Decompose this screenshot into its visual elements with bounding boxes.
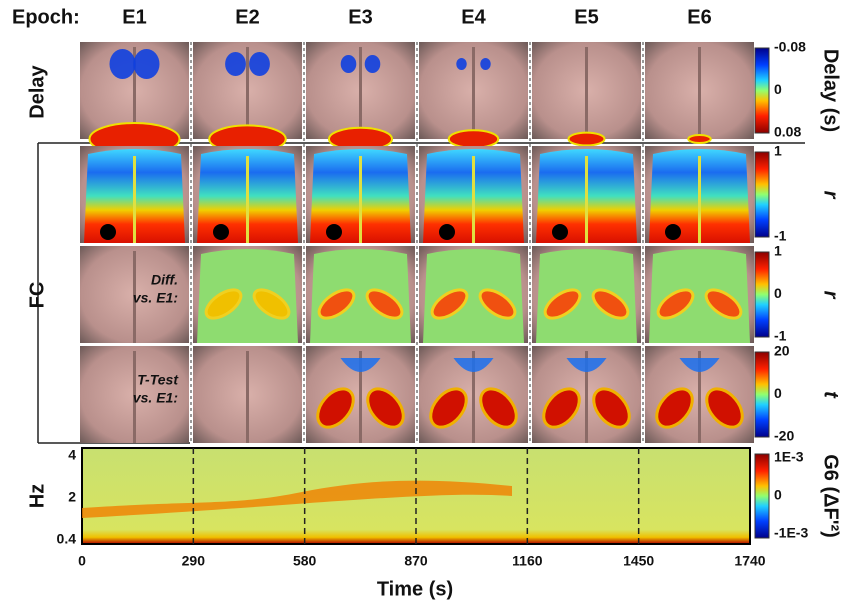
epoch-label: Epoch: — [12, 6, 80, 28]
blob — [478, 288, 517, 320]
epoch-header: E3 — [348, 6, 372, 28]
colorbar-label: G6 (ΔF'²) — [820, 454, 842, 538]
fc-map — [649, 249, 750, 343]
colorbar-label: Delay (s) — [820, 49, 842, 132]
blob — [429, 387, 468, 429]
x-tick-label: 0 — [78, 553, 86, 569]
colorbar — [754, 351, 770, 438]
blob — [225, 52, 246, 76]
colorbar-tick: -20 — [774, 428, 794, 444]
blob — [687, 134, 712, 144]
seed — [326, 224, 342, 240]
y-tick-label: 0.4 — [57, 531, 77, 547]
colorbar-tick: -1 — [774, 328, 787, 344]
fc-map — [197, 249, 298, 343]
blob — [109, 49, 136, 79]
colorbar-label: r — [820, 291, 842, 300]
fc-map — [310, 249, 411, 343]
row-label: FC — [26, 282, 48, 309]
blob — [543, 288, 582, 320]
blob — [655, 387, 694, 429]
colorbar-tick: -1E-3 — [774, 525, 808, 541]
blob — [365, 288, 404, 320]
x-tick-label: 1450 — [623, 553, 654, 569]
blob — [340, 55, 357, 73]
blob — [679, 358, 720, 372]
colorbar — [754, 453, 770, 539]
colorbar — [754, 251, 770, 338]
epoch-header: E4 — [461, 6, 486, 28]
x-tick-label: 870 — [404, 553, 428, 569]
blob — [456, 58, 467, 70]
colorbar-tick: 0 — [774, 385, 782, 401]
row-annotation: T-Test — [137, 372, 179, 388]
epoch-header: E6 — [687, 6, 711, 28]
blob — [133, 49, 160, 79]
colorbar — [754, 151, 770, 238]
colorbar-tick: 0 — [774, 285, 782, 301]
x-tick-label: 1740 — [734, 553, 765, 569]
colorbar-label: t — [820, 391, 842, 399]
colorbar-label: r — [820, 191, 842, 200]
blob — [204, 288, 243, 320]
colorbar-tick: 20 — [774, 343, 790, 359]
spectral-band — [82, 480, 512, 518]
colorbar-tick: 1 — [774, 143, 782, 159]
colorbar — [754, 47, 770, 134]
row-annotation: Diff. — [151, 272, 178, 288]
blob — [479, 387, 518, 429]
colorbar-tick: 0 — [774, 81, 782, 97]
blob — [592, 387, 631, 429]
blob — [567, 131, 606, 147]
blob — [366, 387, 405, 429]
seed — [552, 224, 568, 240]
row-annotation: vs. E1: — [133, 390, 178, 406]
blob — [542, 387, 581, 429]
blob — [447, 129, 500, 149]
x-tick-label: 580 — [293, 553, 317, 569]
blob — [566, 358, 607, 372]
row-annotation: vs. E1: — [133, 290, 178, 306]
colorbar-tick: 1 — [774, 243, 782, 259]
x-tick-label: 1160 — [512, 553, 543, 569]
blob — [453, 358, 494, 372]
blob — [591, 288, 630, 320]
seed — [213, 224, 229, 240]
fc-map — [423, 249, 524, 343]
epoch-header: E1 — [122, 6, 146, 28]
seed — [439, 224, 455, 240]
blob — [705, 387, 744, 429]
blob — [364, 55, 381, 73]
seed — [100, 224, 116, 240]
blob — [252, 288, 291, 320]
blob — [656, 288, 695, 320]
colorbar-tick: 1E-3 — [774, 449, 804, 465]
blob — [249, 52, 270, 76]
colorbar-tick: -1 — [774, 228, 787, 244]
blob — [430, 288, 469, 320]
seed — [665, 224, 681, 240]
x-tick-label: 290 — [182, 553, 206, 569]
row-label: Delay — [26, 64, 48, 118]
colorbar-tick: 0 — [774, 487, 782, 503]
epoch-header: E2 — [235, 6, 259, 28]
y-tick-label: 4 — [68, 447, 76, 463]
blob — [704, 288, 743, 320]
colorbar-tick: -0.08 — [774, 39, 806, 55]
blob — [317, 288, 356, 320]
axis-label: Time (s) — [377, 578, 453, 600]
axis-label: Hz — [26, 484, 48, 508]
blob — [340, 358, 381, 372]
fc-map — [536, 249, 637, 343]
colorbar-tick: 0.08 — [774, 124, 801, 140]
epoch-header: E5 — [574, 6, 598, 28]
blob — [316, 387, 355, 429]
blob — [480, 58, 491, 70]
y-tick-label: 2 — [68, 489, 76, 505]
